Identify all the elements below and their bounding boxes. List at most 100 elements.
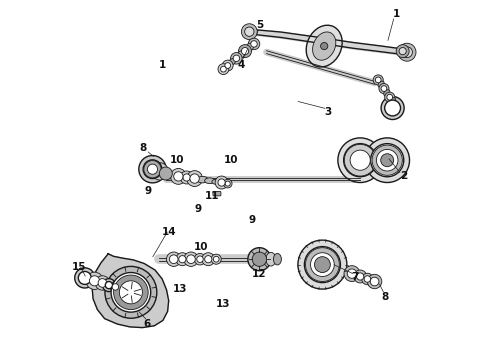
Circle shape	[364, 276, 370, 282]
Circle shape	[233, 55, 240, 62]
Circle shape	[215, 176, 228, 189]
Circle shape	[159, 167, 172, 180]
Text: 10: 10	[223, 155, 238, 165]
Circle shape	[248, 38, 260, 50]
Circle shape	[245, 27, 254, 36]
Circle shape	[305, 248, 339, 282]
Circle shape	[398, 43, 416, 61]
Ellipse shape	[306, 25, 342, 67]
Text: 4: 4	[238, 60, 245, 70]
Circle shape	[171, 168, 186, 184]
Circle shape	[370, 144, 404, 177]
Circle shape	[223, 179, 232, 188]
Circle shape	[242, 24, 257, 40]
Circle shape	[187, 255, 196, 264]
Circle shape	[242, 48, 248, 55]
Circle shape	[184, 252, 198, 266]
Text: 7: 7	[351, 272, 359, 282]
Circle shape	[205, 256, 212, 263]
Ellipse shape	[313, 32, 336, 60]
Circle shape	[320, 42, 328, 50]
Circle shape	[251, 41, 257, 47]
Circle shape	[344, 144, 376, 176]
Ellipse shape	[266, 252, 276, 266]
Circle shape	[225, 63, 231, 68]
Text: 9: 9	[195, 204, 202, 214]
Ellipse shape	[212, 179, 220, 184]
Circle shape	[315, 257, 330, 273]
Circle shape	[347, 269, 357, 278]
Circle shape	[144, 161, 161, 178]
Circle shape	[248, 248, 271, 271]
Circle shape	[114, 275, 148, 310]
Circle shape	[197, 256, 203, 262]
Circle shape	[362, 273, 373, 285]
Circle shape	[252, 252, 267, 266]
Circle shape	[187, 171, 202, 186]
Circle shape	[139, 156, 166, 183]
Text: 3: 3	[324, 107, 331, 117]
Ellipse shape	[390, 98, 396, 104]
Circle shape	[105, 266, 157, 318]
Circle shape	[402, 47, 413, 58]
Circle shape	[344, 266, 360, 282]
Circle shape	[78, 271, 91, 284]
Circle shape	[354, 270, 367, 283]
Circle shape	[120, 281, 143, 304]
Circle shape	[167, 252, 181, 266]
Text: 5: 5	[256, 20, 263, 30]
Circle shape	[311, 253, 334, 276]
Circle shape	[350, 150, 370, 170]
Circle shape	[202, 253, 215, 266]
Circle shape	[381, 86, 387, 91]
Text: 13: 13	[216, 299, 230, 309]
Circle shape	[396, 45, 409, 58]
Circle shape	[74, 268, 95, 288]
Circle shape	[343, 144, 377, 177]
Ellipse shape	[378, 81, 384, 87]
Circle shape	[105, 282, 113, 289]
Circle shape	[365, 138, 410, 183]
Circle shape	[298, 240, 347, 289]
Circle shape	[220, 66, 226, 72]
Text: 9: 9	[144, 186, 151, 196]
Circle shape	[370, 277, 379, 286]
Ellipse shape	[273, 253, 281, 265]
Polygon shape	[92, 254, 169, 328]
Circle shape	[218, 179, 225, 186]
Ellipse shape	[237, 51, 245, 59]
Ellipse shape	[245, 43, 254, 52]
Text: 1: 1	[159, 60, 167, 70]
Circle shape	[170, 255, 178, 264]
Circle shape	[190, 174, 199, 183]
Circle shape	[112, 284, 119, 290]
Circle shape	[372, 145, 402, 175]
Text: 8: 8	[140, 143, 147, 153]
Circle shape	[218, 64, 229, 75]
Text: 10: 10	[194, 242, 208, 252]
Circle shape	[183, 174, 190, 181]
Text: 12: 12	[251, 269, 266, 279]
Circle shape	[381, 96, 404, 120]
Circle shape	[86, 272, 103, 289]
Circle shape	[231, 53, 242, 64]
Circle shape	[110, 282, 121, 292]
Circle shape	[375, 77, 381, 83]
Circle shape	[304, 247, 341, 283]
FancyBboxPatch shape	[213, 192, 221, 196]
Text: 1: 1	[392, 9, 400, 19]
Circle shape	[102, 279, 116, 292]
Circle shape	[357, 273, 364, 280]
Circle shape	[211, 254, 221, 264]
Circle shape	[213, 256, 219, 262]
Circle shape	[90, 276, 99, 286]
Circle shape	[239, 45, 251, 58]
Text: 8: 8	[381, 292, 388, 302]
Circle shape	[338, 138, 383, 183]
Text: 15: 15	[72, 262, 87, 272]
Circle shape	[95, 276, 110, 290]
Circle shape	[222, 60, 233, 71]
Circle shape	[368, 274, 382, 289]
Circle shape	[143, 160, 162, 179]
Ellipse shape	[384, 90, 390, 96]
